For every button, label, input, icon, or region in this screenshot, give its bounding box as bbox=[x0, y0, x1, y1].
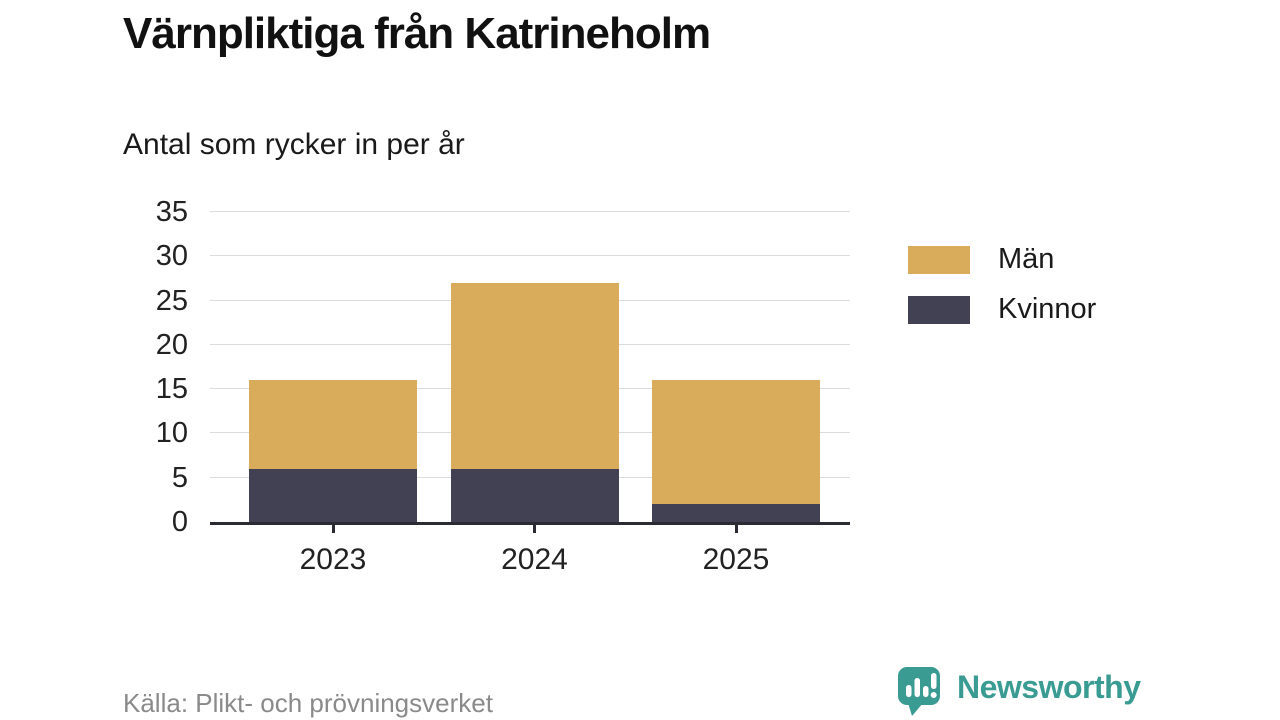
bar-2023 bbox=[249, 380, 417, 522]
brand-logo: Newsworthy bbox=[895, 665, 1141, 717]
y-tick-label: 10 bbox=[155, 417, 188, 450]
x-tick-label-2025: 2025 bbox=[702, 543, 770, 576]
y-tick-label: 35 bbox=[155, 196, 188, 228]
y-tick-label: 5 bbox=[171, 461, 188, 494]
legend-item-män: Män bbox=[908, 243, 1096, 276]
chart-subtitle: Antal som rycker in per år bbox=[123, 128, 465, 161]
y-tick-label: 0 bbox=[171, 506, 188, 538]
legend: Män Kvinnor bbox=[908, 243, 1096, 326]
x-tick-label-2024: 2024 bbox=[501, 543, 568, 576]
brand-name: Newsworthy bbox=[957, 668, 1141, 705]
y-tick-label: 25 bbox=[155, 284, 188, 317]
y-tick-label: 20 bbox=[155, 328, 188, 361]
legend-label: Kvinnor bbox=[998, 293, 1097, 325]
x-tick-label-2023: 2023 bbox=[299, 543, 367, 576]
plot-area: 2023 2024 2025 bbox=[210, 205, 850, 576]
legend-swatch bbox=[908, 245, 970, 274]
page-title: Värnpliktiga från Katrineholm bbox=[123, 9, 711, 58]
x-axis-tick bbox=[734, 525, 738, 533]
x-axis-tick bbox=[331, 525, 335, 533]
y-axis-labels: 0 5 10 15 20 25 30 35 bbox=[100, 196, 200, 538]
legend-swatch bbox=[908, 295, 970, 324]
gridline bbox=[210, 255, 850, 257]
bar-segment-män-2023 bbox=[249, 380, 417, 469]
bar-segment-män-2024 bbox=[450, 282, 619, 469]
y-tick-label: 30 bbox=[155, 240, 188, 273]
bar-segment-kvinnor-2024 bbox=[450, 468, 619, 522]
bar-2025 bbox=[652, 380, 820, 522]
y-tick-label: 15 bbox=[155, 373, 188, 406]
bar-segment-kvinnor-2023 bbox=[249, 468, 417, 522]
newsworthy-icon bbox=[895, 665, 945, 717]
bar-segment-män-2025 bbox=[652, 380, 820, 505]
bar-2024 bbox=[450, 282, 619, 522]
source-note: Källa: Plikt- och prövningsverket bbox=[123, 688, 493, 718]
x-axis-tick bbox=[533, 525, 536, 533]
bar-segment-kvinnor-2025 bbox=[652, 504, 820, 522]
gridline bbox=[210, 211, 850, 212]
legend-item-kvinnor: Kvinnor bbox=[908, 293, 1096, 326]
legend-label: Män bbox=[998, 243, 1055, 275]
